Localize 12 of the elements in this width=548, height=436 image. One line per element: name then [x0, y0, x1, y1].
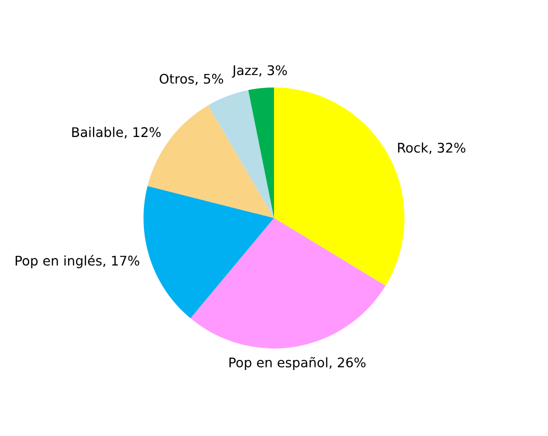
data-label: , 26% — [330, 357, 366, 369]
data-label: , 17% — [103, 256, 140, 267]
data-label: , 12% — [124, 127, 161, 138]
slice-label: Jazz — [232, 65, 258, 78]
data-label: , 32% — [429, 142, 466, 154]
data-label: , 5% — [196, 74, 224, 86]
slice-label: Otros — [160, 74, 194, 84]
slice-label: Rock — [398, 142, 428, 153]
data-label: , 3% — [259, 65, 287, 77]
slice-label: Bailable — [72, 126, 123, 138]
slice-label: Pop en español — [229, 356, 328, 370]
slice-label: Pop en inglés — [16, 254, 102, 268]
